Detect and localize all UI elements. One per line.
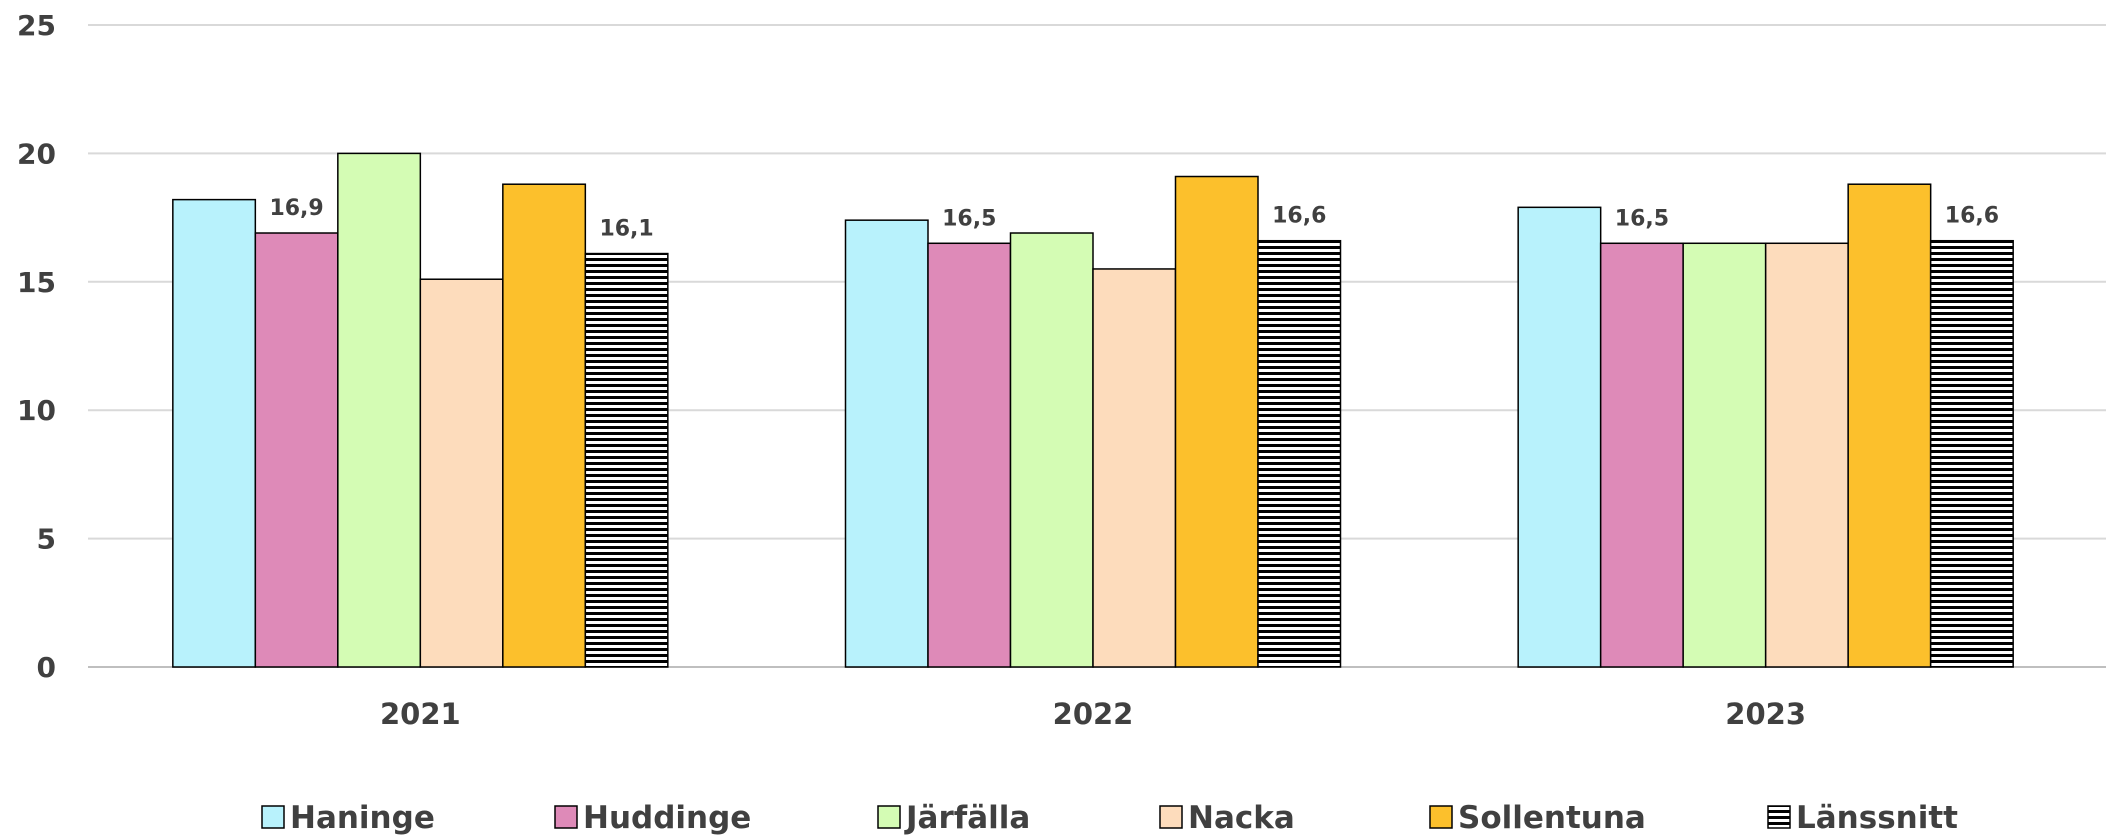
y-tick-label: 0: [37, 651, 56, 684]
legend-swatch: [554, 805, 578, 829]
data-label: 16,5: [942, 206, 996, 231]
legend-label: Järfälla: [904, 800, 1030, 836]
legend-label: Huddinge: [583, 800, 751, 836]
y-tick-label: 10: [17, 394, 56, 427]
data-label: 16,6: [1272, 204, 1326, 229]
bar-huddinge: [254, 232, 339, 668]
y-tick-label: 15: [17, 266, 56, 299]
legend-label: Nacka: [1188, 800, 1295, 836]
legend-swatch: [877, 805, 901, 829]
bar-järfälla: [1682, 242, 1767, 668]
legend: Haninge Huddinge Järfälla Nacka Sollentuna Lä…: [261, 800, 1958, 836]
data-labels: 16,9 16,1 16,5 16,6 16,5 16,6: [269, 196, 1999, 242]
bar-sollentuna: [502, 183, 587, 668]
data-label: 16,6: [1945, 204, 1999, 229]
data-label: 16,9: [269, 196, 323, 221]
bar-haninge: [1517, 206, 1602, 668]
legend-label: Sollentuna: [1458, 800, 1646, 836]
bar-länssnitt: [1929, 239, 2014, 668]
bar-järfälla: [337, 152, 422, 668]
bar-länssnitt: [584, 252, 669, 668]
bar-nacka: [419, 278, 504, 668]
y-axis-ticks: 0 5 10 15 20 25: [17, 9, 56, 684]
legend-label: Haninge: [290, 800, 435, 836]
legend-swatch: [261, 805, 285, 829]
bar-haninge: [844, 219, 929, 668]
legend-swatch: [1429, 805, 1453, 829]
x-category-label: 2022: [1053, 697, 1134, 731]
legend-swatch: [1767, 805, 1791, 829]
bar-järfälla: [1009, 232, 1094, 668]
y-tick-label: 20: [17, 137, 56, 170]
data-label: 16,5: [1615, 206, 1669, 231]
bars: [172, 152, 2014, 668]
bar-sollentuna: [1174, 175, 1259, 668]
legend-label: Länssnitt: [1796, 800, 1958, 836]
bar-nacka: [1764, 242, 1849, 668]
bar-huddinge: [927, 242, 1012, 668]
bar-nacka: [1092, 268, 1177, 668]
bar-huddinge: [1599, 242, 1684, 668]
bar-länssnitt: [1257, 239, 1342, 668]
x-category-label: 2021: [380, 697, 461, 731]
y-tick-label: 25: [17, 9, 56, 42]
x-axis-categories: 2021 2022 2023: [380, 697, 1806, 731]
bar-sollentuna: [1847, 183, 1932, 668]
x-category-label: 2023: [1725, 697, 1806, 731]
y-tick-label: 5: [37, 523, 56, 556]
bar-haninge: [172, 198, 257, 668]
data-label: 16,1: [599, 217, 653, 242]
legend-swatch: [1159, 805, 1183, 829]
